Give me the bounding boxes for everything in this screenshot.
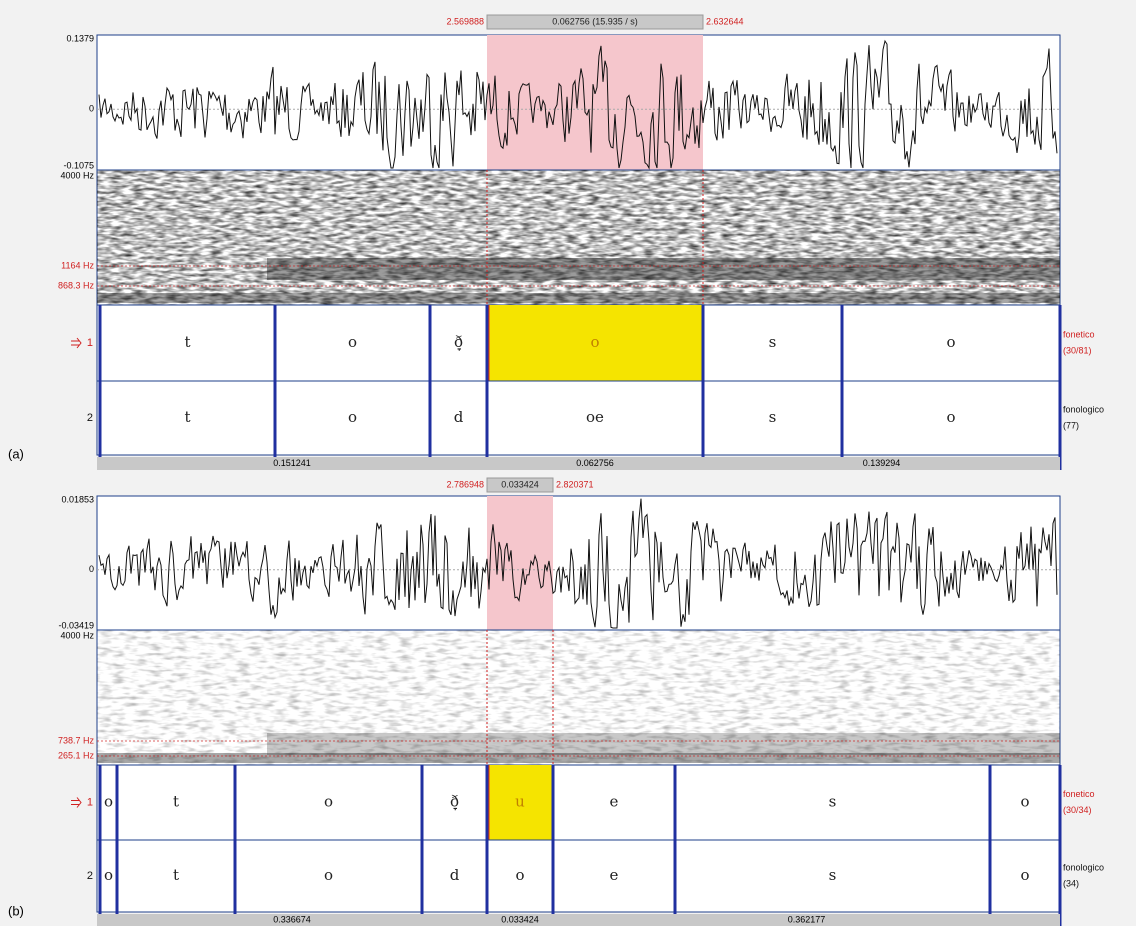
selection-end: 2.632644 (706, 16, 744, 26)
interval-label: o (1020, 866, 1029, 884)
duration-label: 0.336674 (273, 914, 311, 924)
tier-name: fonetico (1063, 789, 1095, 799)
waveform-max: 0.1379 (66, 33, 94, 43)
waveform-min: -0.1075 (63, 160, 94, 170)
interval-label: o (104, 866, 113, 884)
interval-label: o (348, 333, 357, 351)
spectrogram-upper: 738.7 Hz (58, 735, 95, 745)
tier-arrow (71, 798, 81, 808)
interval-label: d (450, 866, 460, 884)
selection-duration: 0.033424 (501, 479, 539, 489)
formant-band (267, 258, 1060, 280)
interval-label: o (104, 793, 113, 811)
interval-label: oe (586, 408, 604, 426)
tier-number: 2 (87, 870, 93, 882)
praat-window: 2.569888 0.062756 (15.935 / s) 2.632644 0.1… (0, 0, 1136, 926)
spectrogram-top: 4000 Hz (60, 630, 94, 640)
waveform-min: -0.03419 (58, 620, 94, 630)
interval-label: o (324, 866, 333, 884)
interval-label: u (515, 793, 525, 811)
tier-count: (34) (1063, 878, 1079, 888)
tier-number: 1 (87, 337, 93, 349)
selection-highlight (487, 35, 703, 170)
tier-number: 2 (87, 412, 93, 424)
interval-label: ð̞ (450, 793, 459, 812)
duration-label: 0.033424 (501, 914, 539, 924)
interval-label: o (324, 793, 333, 811)
interval-label: o (1020, 793, 1029, 811)
duration-label: 0.151241 (273, 458, 311, 468)
interval-label: s (769, 333, 777, 351)
tier (97, 765, 1060, 840)
interval-label: o (946, 408, 955, 426)
selection-end: 2.820371 (556, 479, 594, 489)
interval-label: o (590, 333, 599, 351)
selection-highlight (487, 496, 553, 630)
duration-label: 0.062756 (576, 458, 614, 468)
interval-label: t (173, 866, 179, 884)
interval-label: t (184, 408, 190, 426)
tier-count: (30/81) (1063, 345, 1092, 355)
spectrogram-lower: 868.3 Hz (58, 280, 95, 290)
spectrogram-upper: 1164 Hz (61, 260, 94, 270)
interval-label: o (348, 408, 357, 426)
interval-label: ð̞ (454, 333, 463, 352)
tier-count: (30/34) (1063, 805, 1092, 815)
formant-band (97, 753, 1060, 763)
interval-label: d (454, 408, 464, 426)
panel-label: (a) (8, 446, 24, 461)
tier-name: fonologico (1063, 862, 1104, 872)
selection-start: 2.569888 (446, 16, 484, 26)
spectrogram-noise (97, 170, 1060, 305)
interval-label: e (610, 793, 619, 811)
tier-count: (77) (1063, 420, 1079, 430)
tier-number: 1 (87, 796, 93, 808)
interval-label: t (184, 333, 190, 351)
interval-label: t (173, 793, 179, 811)
panel-label: (b) (8, 903, 24, 918)
spectrogram-lower: 265.1 Hz (58, 750, 95, 760)
waveform-zero: 0 (89, 564, 94, 574)
tier-name: fonologico (1063, 404, 1104, 414)
interval-label: o (515, 866, 524, 884)
tier-name: fonetico (1063, 329, 1095, 339)
tier (97, 840, 1060, 912)
interval-label: o (946, 333, 955, 351)
selection-start: 2.786948 (446, 479, 484, 489)
duration-bar (97, 914, 1060, 926)
waveform-max: 0.01853 (61, 494, 94, 504)
spectrogram-top: 4000 Hz (60, 170, 94, 180)
waveform-zero: 0 (89, 104, 94, 114)
interval-label: e (610, 866, 619, 884)
interval-label: s (769, 408, 777, 426)
formant-band (267, 733, 1060, 755)
interval-label: s (829, 866, 837, 884)
duration-label: 0.139294 (863, 458, 901, 468)
formant-band (97, 293, 1060, 303)
selection-duration: 0.062756 (15.935 / s) (552, 16, 638, 26)
interval-label: s (829, 793, 837, 811)
duration-label: 0.362177 (788, 914, 826, 924)
tier (97, 381, 1060, 455)
tier-arrow (71, 338, 81, 348)
